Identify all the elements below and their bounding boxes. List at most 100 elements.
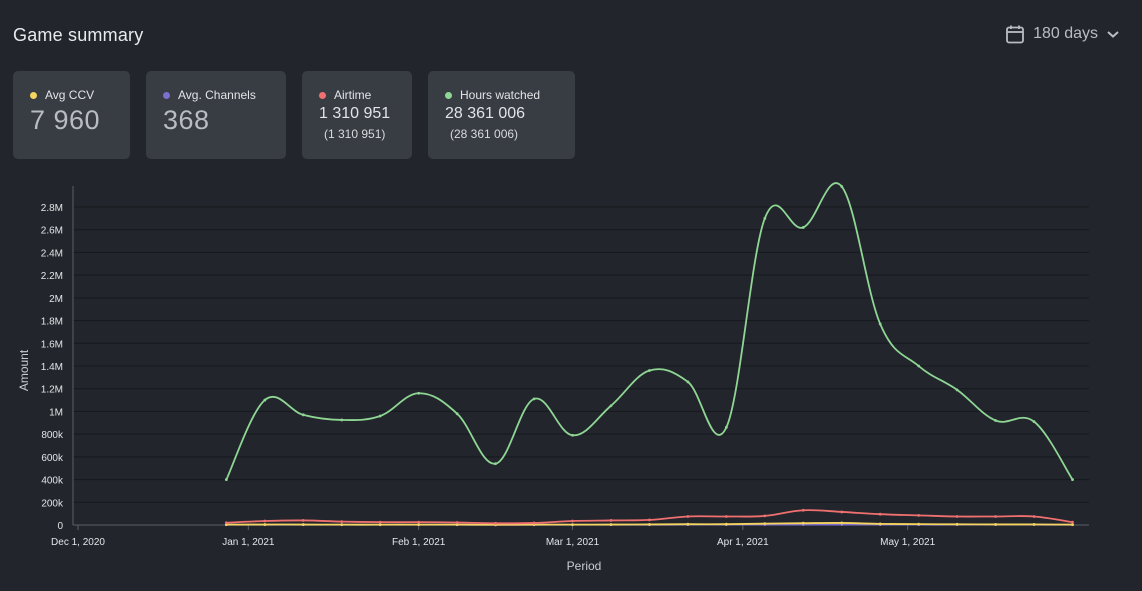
- y-tick-label: 1.4M: [41, 362, 63, 373]
- data-point-avg-ccv: [340, 523, 344, 527]
- data-point-hours-watched: [686, 380, 690, 384]
- data-point-airtime: [955, 515, 959, 518]
- y-tick-label: 1.2M: [41, 385, 63, 396]
- data-point-avg-ccv: [840, 521, 844, 525]
- data-point-avg-ccv: [571, 523, 574, 527]
- data-point-avg-ccv: [417, 523, 421, 527]
- y-tick-label: 2.2M: [41, 271, 63, 282]
- y-tick-label: 400k: [41, 476, 64, 487]
- data-point-hours-watched: [609, 404, 613, 408]
- data-point-avg-ccv: [224, 523, 228, 527]
- y-tick-label: 1M: [49, 407, 63, 418]
- calendar-icon: [1005, 24, 1025, 44]
- x-tick-label: Jan 1, 2021: [222, 537, 275, 548]
- x-tick-label: Mar 1, 2021: [546, 537, 600, 548]
- data-point-avg-ccv: [1032, 523, 1036, 526]
- data-point-avg-ccv: [917, 522, 921, 526]
- stat-label: Hours watched: [460, 88, 541, 102]
- stat-subvalue: (28 361 006): [450, 127, 519, 141]
- stat-card-avg-ccv: Avg CCV 7 960: [13, 71, 130, 159]
- series-line-hours-watched: [225, 182, 1074, 481]
- data-point-hours-watched: [1071, 478, 1074, 481]
- data-point-airtime: [301, 519, 305, 522]
- data-point-airtime: [455, 521, 459, 524]
- legend-dot-hours-watched: [445, 91, 452, 99]
- stat-label: Avg CCV: [45, 88, 95, 102]
- data-point-hours-watched: [724, 425, 728, 429]
- data-point-hours-watched: [301, 413, 305, 417]
- data-point-hours-watched: [378, 414, 382, 418]
- x-tick-label: Dec 1, 2020: [51, 537, 105, 548]
- line-chart: 0 200k 400k 600k 800k 1M 1.2M 1.4M 1.6M 1.8M 2M 2.2…: [17, 182, 1089, 573]
- x-tick-label: Apr 1, 2021: [717, 537, 769, 548]
- data-point-avg-ccv: [455, 523, 459, 527]
- data-point-hours-watched: [801, 226, 805, 229]
- data-point-airtime: [763, 514, 767, 518]
- data-point-airtime: [686, 515, 690, 518]
- data-point-airtime: [571, 519, 574, 523]
- data-point-airtime: [878, 512, 882, 516]
- data-point-airtime: [609, 519, 613, 522]
- stat-subvalue: (1 310 951): [324, 127, 386, 141]
- date-range-label: 180 days: [1033, 25, 1098, 42]
- stat-card-avg-channels: Avg. Channels 368: [146, 71, 286, 159]
- data-point-airtime: [532, 521, 536, 525]
- data-point-hours-watched: [878, 322, 882, 326]
- y-tick-label: 1.6M: [41, 339, 63, 350]
- stat-card-hours-watched: Hours watched 28 361 006 (28 361 006): [428, 71, 575, 159]
- data-point-avg-ccv: [609, 523, 613, 526]
- data-point-airtime: [1032, 515, 1036, 518]
- data-point-hours-watched: [763, 216, 767, 220]
- data-point-avg-ccv: [955, 522, 959, 526]
- data-point-avg-ccv: [1071, 523, 1074, 527]
- data-point-airtime: [417, 520, 421, 524]
- y-tick-label: 2.8M: [41, 203, 63, 214]
- data-point-airtime: [494, 521, 497, 525]
- data-point-avg-ccv: [763, 522, 767, 526]
- y-tick-label: 600k: [41, 453, 64, 464]
- stat-card-airtime: Airtime 1 310 951 (1 310 951): [302, 71, 412, 159]
- data-point-airtime: [224, 521, 228, 525]
- data-point-hours-watched: [494, 462, 497, 466]
- data-point-hours-watched: [263, 398, 267, 402]
- data-point-airtime: [994, 515, 997, 518]
- chevron-down-icon: [1106, 29, 1120, 39]
- data-point-hours-watched: [648, 369, 651, 372]
- series-line-airtime: [226, 509, 1073, 525]
- data-point-airtime: [801, 508, 805, 512]
- data-point-airtime: [378, 520, 382, 524]
- data-point-avg-ccv: [648, 523, 651, 526]
- y-tick-label: 2.4M: [41, 248, 63, 259]
- y-tick-label: 2.6M: [41, 226, 63, 237]
- data-point-avg-ccv: [878, 522, 882, 526]
- data-point-hours-watched: [417, 391, 421, 395]
- data-point-airtime: [648, 518, 651, 522]
- data-point-avg-ccv: [263, 523, 267, 526]
- data-point-hours-watched: [571, 433, 574, 437]
- data-point-hours-watched: [840, 185, 844, 188]
- stat-value: 1 310 951: [319, 105, 391, 122]
- x-tick-label: Feb 1, 2021: [392, 537, 446, 548]
- page-title: Game summary: [13, 25, 144, 45]
- y-tick-label: 1.8M: [41, 317, 63, 328]
- data-point-airtime: [1071, 520, 1074, 524]
- data-point-avg-ccv: [724, 522, 728, 526]
- y-axis-title: Amount: [17, 349, 31, 391]
- stat-value: 28 361 006: [445, 105, 526, 122]
- stat-value: 368: [163, 105, 210, 135]
- data-point-airtime: [340, 520, 344, 523]
- stat-label: Airtime: [334, 88, 372, 102]
- data-point-hours-watched: [532, 397, 536, 401]
- legend-dot-airtime: [319, 91, 326, 99]
- data-point-avg-ccv: [801, 521, 805, 525]
- data-point-hours-watched: [994, 419, 997, 422]
- data-point-avg-ccv: [994, 523, 997, 526]
- legend-dot-avg-channels: [163, 91, 170, 99]
- data-point-hours-watched: [917, 364, 921, 368]
- data-point-airtime: [263, 519, 267, 523]
- stat-label: Avg. Channels: [178, 88, 256, 102]
- data-point-hours-watched: [455, 412, 459, 416]
- data-point-hours-watched: [340, 418, 344, 422]
- data-point-avg-ccv: [301, 523, 305, 526]
- date-range-selector[interactable]: 180 days: [1005, 24, 1120, 44]
